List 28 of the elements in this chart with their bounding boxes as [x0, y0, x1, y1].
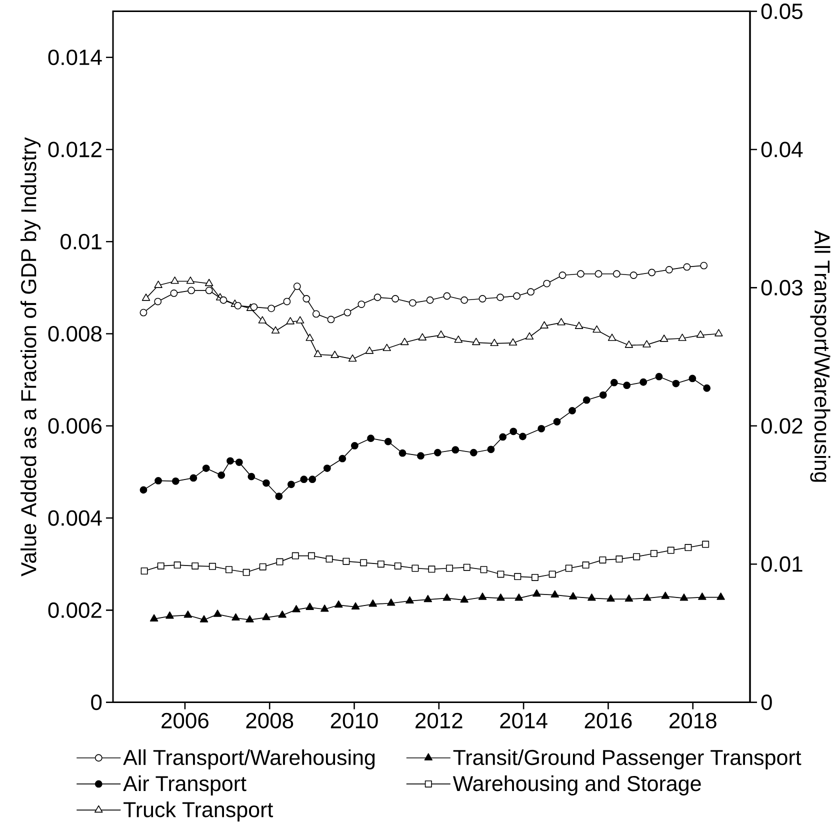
y2-tick-label: 0: [761, 694, 772, 710]
x-tick-label: 2006: [162, 712, 208, 728]
y2-tick-label: 0.04: [761, 142, 803, 158]
y-tick-label: 0.002: [48, 602, 102, 618]
x-tick-label: 2016: [584, 712, 632, 728]
x-tick-label: 2010: [330, 712, 378, 728]
y-tick-label: 0.01: [60, 234, 102, 250]
x-tick-label: 2018: [670, 712, 716, 728]
x-tick-label: 2014: [500, 712, 548, 728]
x-tick-label: 2008: [246, 712, 294, 728]
y-axis-title: Value Added as a Fraction of GDP by Industry: [20, 137, 41, 576]
y-tick-label: 0.006: [48, 418, 102, 434]
x-tick-label: 2012: [416, 712, 462, 728]
y2-axis-title: All Transport/Warehousing: [810, 230, 830, 482]
legend-label: Truck Transport: [124, 802, 274, 822]
legend-label: Warehousing and Storage: [452, 775, 701, 796]
y-tick-label: 0.012: [48, 142, 102, 158]
legend-label: Transit/Ground Passenger Transport: [453, 749, 802, 770]
y2-tick-label: 0.02: [761, 418, 802, 434]
y2-tick-label: 0.05: [761, 4, 802, 20]
y-tick-label: 0: [91, 694, 102, 710]
y2-tick-label: 0.03: [761, 280, 802, 296]
y-tick-label: 0.008: [48, 326, 102, 342]
y-tick-label: 0.014: [48, 50, 102, 66]
y-tick-label: 0.004: [48, 510, 102, 526]
legend-label: All Transport/Warehousing: [123, 749, 375, 770]
legend-label: Air Transport: [123, 775, 246, 796]
y2-tick-label: 0.01: [761, 556, 802, 572]
